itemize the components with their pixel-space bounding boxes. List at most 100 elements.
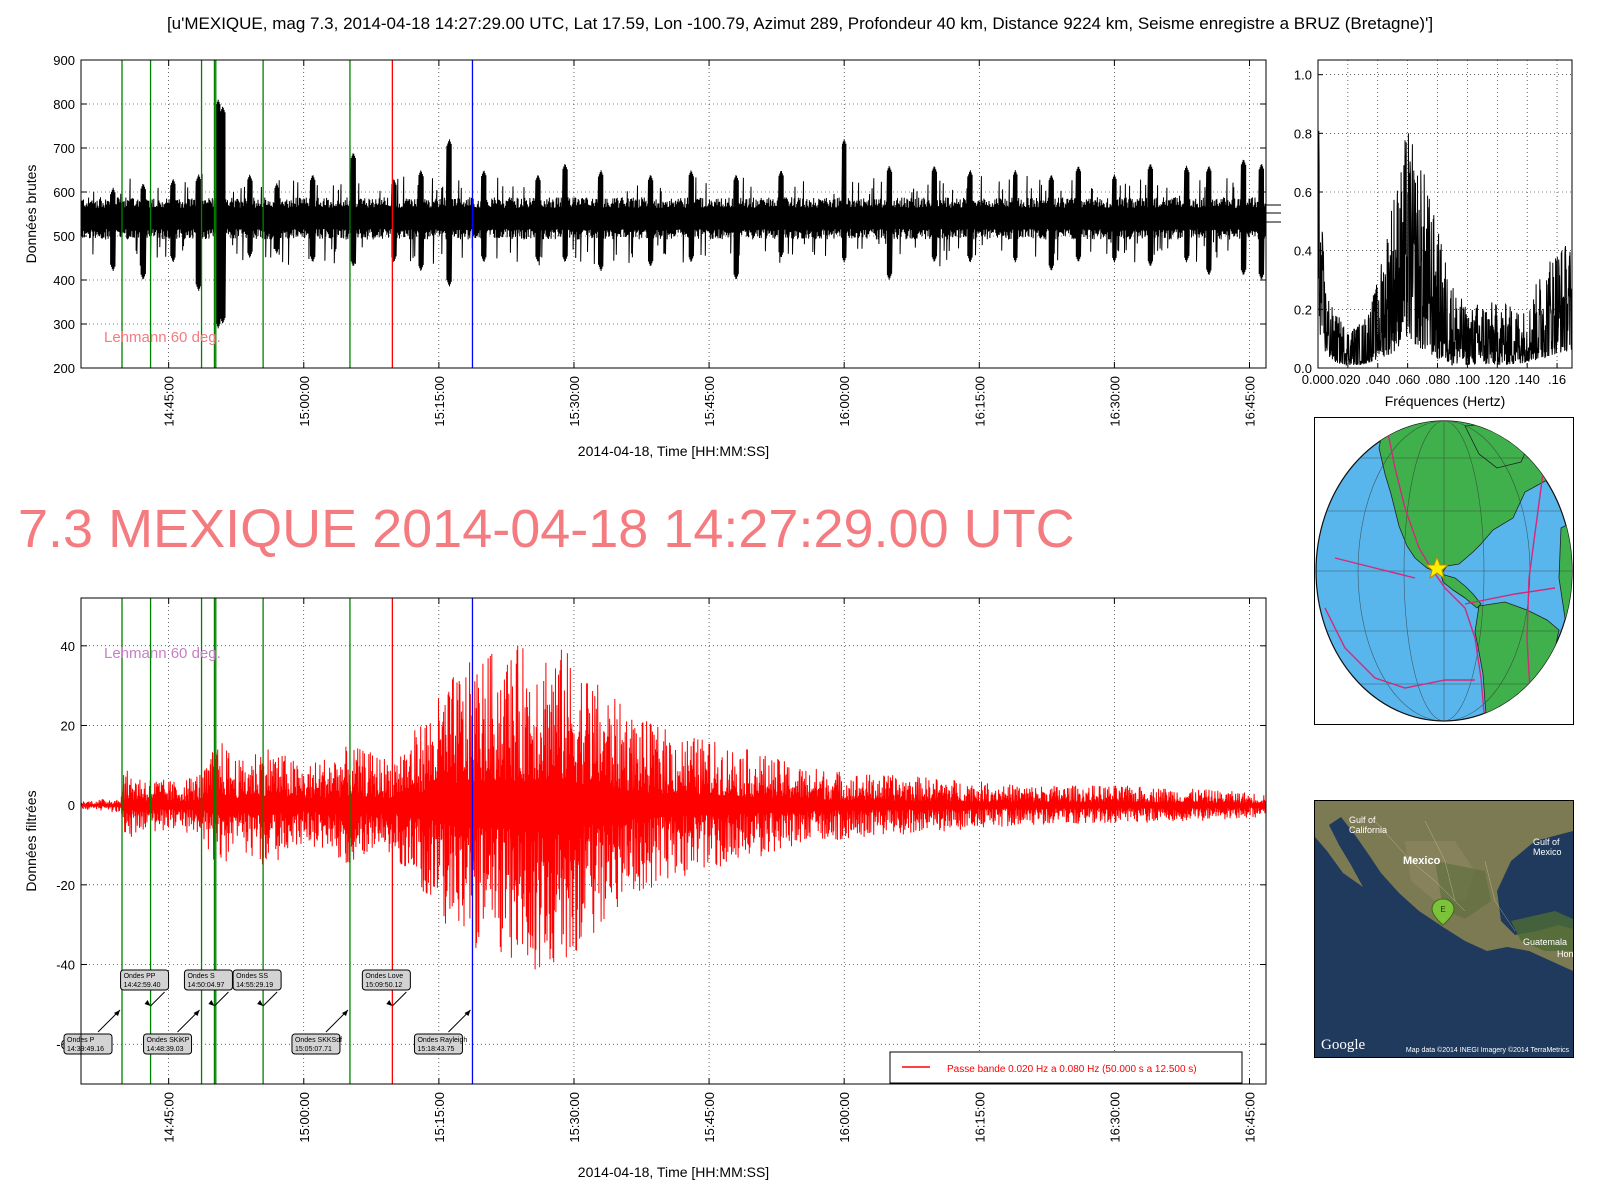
raw-data-plot: 14:45:00 15:00:00 15:15:00 15:30:00 15:45:00… xyxy=(23,53,1281,459)
google-logo: Google xyxy=(1321,1037,1366,1053)
lehmann-label-bottom: Lehmann 60 deg. xyxy=(104,645,221,662)
phase-label-name: Ondes Love xyxy=(365,973,403,980)
y-tick-label: 0 xyxy=(68,798,75,813)
phase-arrowhead xyxy=(193,1010,200,1016)
x-tick-label: .020 xyxy=(1335,372,1360,387)
label-mexico: Mexico xyxy=(1403,855,1441,867)
filtered-seismogram-line xyxy=(80,645,1267,970)
lehmann-label-top: Lehmann 60 deg. xyxy=(104,329,221,346)
phase-label: Ondes SKKSdf 15:05:07.71 xyxy=(291,1009,349,1055)
legend-label: Passe bande 0.020 Hz a 0.080 Hz (50.000 … xyxy=(947,1064,1197,1075)
phase-label: Ondes Love 15:09:50.12 xyxy=(361,969,411,1007)
x-tick-label: 15:45:00 xyxy=(702,376,717,427)
globe-map xyxy=(1315,420,1573,722)
phase-label-box xyxy=(143,1033,193,1055)
x-tick-label: 15:15:00 xyxy=(432,1092,447,1143)
x-tick-label: 16:30:00 xyxy=(1107,376,1122,427)
spectrum-line xyxy=(1317,130,1573,367)
label-honduras: Hon xyxy=(1557,949,1573,959)
phase-label-name: Ondes PP xyxy=(124,973,156,980)
y-tick-label: 40 xyxy=(61,639,75,654)
phase-arrowhead xyxy=(208,1000,215,1006)
big-title: 7.3 MEXIQUE 2014-04-18 14:27:29.00 UTC xyxy=(18,499,1075,559)
phase-label-time: 14:50:04.97 xyxy=(187,982,224,989)
y-tick-label: 0.0 xyxy=(1294,361,1312,376)
phase-arrowhead xyxy=(341,1010,348,1016)
x-tick-label: .060 xyxy=(1395,372,1420,387)
phase-arrowhead xyxy=(114,1010,121,1016)
filtered-data-plot: 14:45:00 15:00:00 15:15:00 15:30:00 15:45:00… xyxy=(23,597,1267,1180)
y-tick-label: 700 xyxy=(53,141,75,156)
map-credits[interactable]: Map data ©2014 INEGI Imagery ©2014 Terra… xyxy=(1406,1046,1570,1054)
y-tick-label: 200 xyxy=(53,361,75,376)
x-tick-label: 16:45:00 xyxy=(1242,1092,1257,1143)
x-tick-label: 15:30:00 xyxy=(567,1092,582,1143)
plate-boundaries xyxy=(1324,427,1556,721)
x-tick-label: 16:30:00 xyxy=(1107,1092,1122,1143)
phase-label-time: 15:05:07.71 xyxy=(295,1046,332,1053)
phase-label: Ondes SKiKP 14:48:39.03 xyxy=(143,1009,200,1055)
spectrum-x-label: Fréquences (Hertz) xyxy=(1385,393,1506,409)
legend-box xyxy=(889,1051,1243,1084)
y-tick-label: 0.4 xyxy=(1294,244,1312,259)
phase-label-time: 15:09:50.12 xyxy=(365,982,402,989)
x-tick-label: .16 xyxy=(1548,372,1566,387)
x-tick-label: 16:00:00 xyxy=(837,376,852,427)
phase-label-time: 14:39:49.16 xyxy=(67,1046,104,1053)
globe-inset xyxy=(1314,417,1574,725)
phase-label-name: Ondes SS xyxy=(236,973,268,980)
x-axis-label: 2014-04-18, Time [HH:MM:SS] xyxy=(578,1164,769,1180)
phase-label-box xyxy=(361,969,411,991)
phase-label: Ondes SS 14:55:29.19 xyxy=(232,969,282,1007)
raw-seismogram-line xyxy=(80,99,1267,329)
phase-arrow xyxy=(214,991,229,1007)
x-tick-label: 16:15:00 xyxy=(972,1092,987,1143)
x-tick-label: .120 xyxy=(1485,372,1510,387)
earthquake-marker-icon[interactable]: E xyxy=(1431,898,1455,926)
marker-letter: E xyxy=(1440,905,1445,914)
phase-arrowhead xyxy=(386,1000,393,1006)
phase-label-time: 14:42:59.40 xyxy=(124,982,161,989)
plot-frame xyxy=(80,59,1267,369)
phase-label-time: 14:48:39.03 xyxy=(147,1046,184,1053)
y-axis-label: Données filtrées xyxy=(23,790,39,891)
phase-label-time: 15:18:43.75 xyxy=(417,1046,454,1053)
spectrum-plot: 0.0 0.2 0.4 0.6 0.8 1.0 0.000.020 .040 .060 .080.… xyxy=(1294,59,1573,409)
x-tick-label: 15:30:00 xyxy=(567,376,582,427)
phase-label-time: 14:55:29.19 xyxy=(236,982,273,989)
phase-label-box xyxy=(232,969,282,991)
x-tick-label: 14:45:00 xyxy=(162,1092,177,1143)
x-tick-label: 16:00:00 xyxy=(837,1092,852,1143)
phase-label-box xyxy=(63,1033,113,1055)
x-tick-label: .040 xyxy=(1365,372,1390,387)
phase-label: Ondes Rayleigh 15:18:43.75 xyxy=(413,1009,471,1055)
phase-label-name: Ondes Rayleigh xyxy=(417,1037,467,1044)
phase-label-box xyxy=(291,1033,341,1055)
satellite-map-inset: Gulf of California Mexico Gulf of Mexico G… xyxy=(1314,800,1574,1058)
x-tick-label: 15:00:00 xyxy=(297,1092,312,1143)
x-tick-label: 15:45:00 xyxy=(702,1092,717,1143)
figure-title: [u'MEXIQUE, mag 7.3, 2014-04-18 14:27:29… xyxy=(166,14,1434,33)
y-tick-label: -40 xyxy=(56,957,75,972)
x-tick-label: .100 xyxy=(1455,372,1480,387)
x-tick-label: 14:45:00 xyxy=(162,376,177,427)
phase-arrow xyxy=(150,991,165,1007)
x-tick-label: 15:00:00 xyxy=(297,376,312,427)
phase-label: Ondes S 14:50:04.97 xyxy=(183,969,233,1007)
y-tick-label: 300 xyxy=(53,317,75,332)
phase-arrowhead xyxy=(257,1000,264,1006)
y-tick-label: 800 xyxy=(53,97,75,112)
y-tick-label: 500 xyxy=(53,229,75,244)
y-tick-label: 1.0 xyxy=(1294,68,1312,83)
y-tick-label: 0.8 xyxy=(1294,126,1312,141)
phase-label-box xyxy=(120,969,170,991)
phase-label-box xyxy=(183,969,233,991)
satellite-map: Gulf of California Mexico Gulf of Mexico G… xyxy=(1315,801,1573,1057)
y-axis-label: Données brutes xyxy=(23,165,39,264)
phase-label-name: Ondes S xyxy=(187,973,215,980)
x-axis-label: 2014-04-18, Time [HH:MM:SS] xyxy=(578,443,769,459)
label-gulf-california: Gulf of California xyxy=(1349,815,1387,835)
plot-frame xyxy=(80,597,1267,1085)
phase-arrow xyxy=(262,991,278,1007)
epicenter-star-icon xyxy=(1424,555,1450,580)
